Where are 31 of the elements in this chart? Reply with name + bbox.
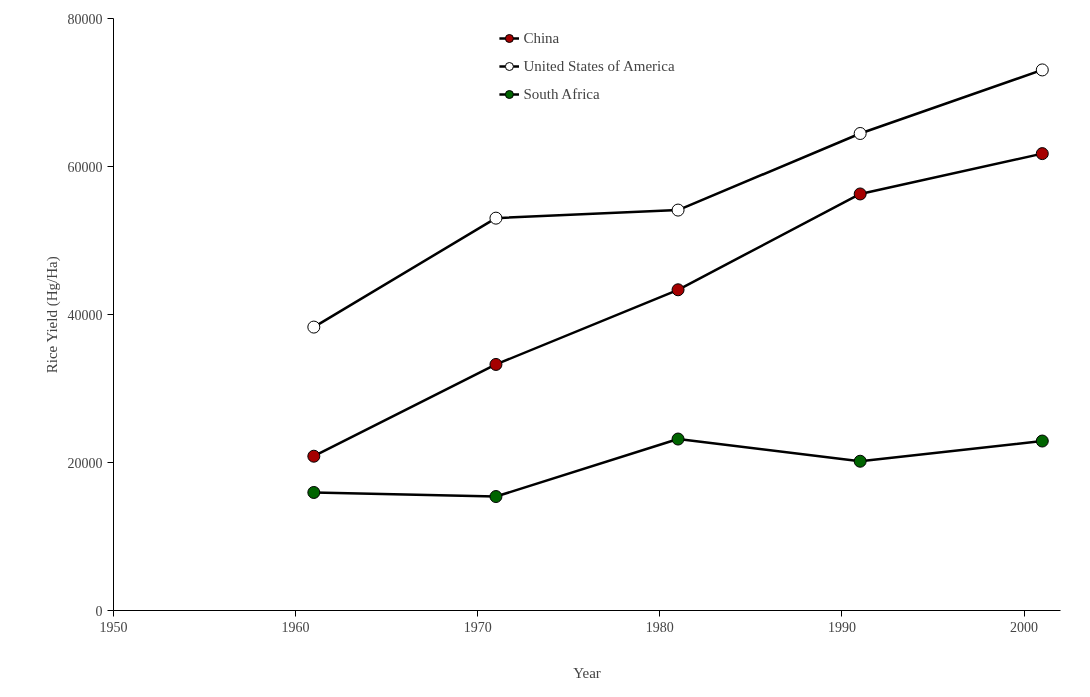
x-tick-label: 1950 — [99, 619, 128, 635]
point — [489, 211, 503, 225]
point — [1035, 434, 1049, 448]
point — [489, 490, 503, 504]
point — [307, 320, 321, 334]
y-axis-title: Rice Yield (Hg/Ha) — [43, 256, 61, 374]
x-tick-label: 1990 — [827, 619, 856, 635]
legend-label: United States of America — [523, 57, 675, 75]
point — [307, 485, 321, 499]
point — [671, 283, 685, 297]
x-axis-title: Year — [573, 664, 601, 681]
point — [671, 432, 685, 446]
y-tick-label: 20000 — [67, 455, 103, 471]
legend-label: China — [523, 29, 560, 47]
y-tick-label: 60000 — [67, 159, 103, 175]
y-tick-label: 0 — [95, 603, 103, 619]
x-tick-label: 1970 — [463, 619, 492, 635]
legend-label: South Africa — [523, 85, 600, 103]
x-tick-label: 1960 — [281, 619, 310, 635]
point — [1035, 147, 1049, 161]
x-tick-label: 1980 — [645, 619, 674, 635]
point — [671, 203, 685, 217]
point — [853, 454, 867, 468]
x-tick-label: 2000 — [1010, 619, 1039, 635]
point — [307, 449, 321, 463]
point — [853, 187, 867, 201]
point — [489, 357, 503, 371]
y-tick-label: 80000 — [67, 11, 103, 27]
point — [853, 127, 867, 140]
point — [1035, 63, 1049, 77]
y-tick-label: 40000 — [67, 307, 103, 323]
